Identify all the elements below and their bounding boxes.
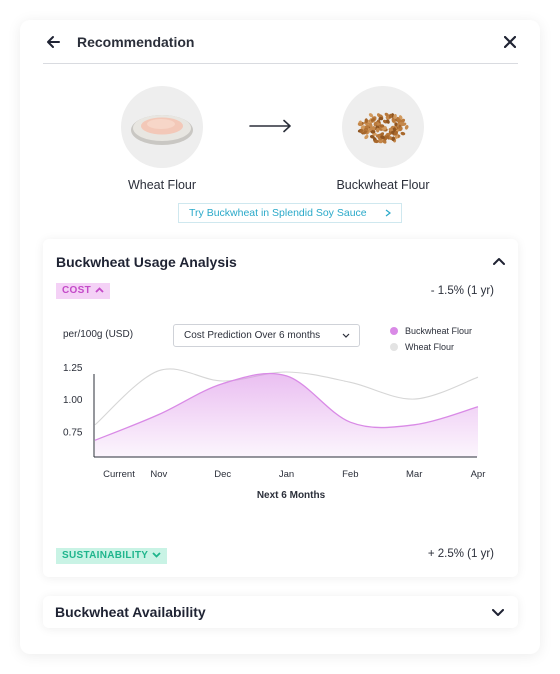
buckwheat-grain xyxy=(386,119,390,124)
buckwheat-grain xyxy=(380,135,385,140)
sustainability-badge-label: SUSTAINABILITY xyxy=(62,550,149,561)
x-tick-label: Nov xyxy=(150,469,167,480)
buckwheat-grain xyxy=(360,125,366,130)
legend-label-wheat: Wheat Flour xyxy=(405,342,455,352)
availability-section[interactable]: Buckwheat Availability xyxy=(43,596,518,628)
usage-analysis-card: Buckwheat Usage Analysis COST - 1.5% (1 … xyxy=(43,239,518,577)
buckwheat-grain xyxy=(400,118,406,123)
chart-unit-label: per/100g (USD) xyxy=(63,329,134,340)
buckwheat-grain xyxy=(375,134,381,138)
series-line-wheat xyxy=(94,368,479,426)
buckwheat-grain xyxy=(368,122,373,128)
buckwheat-grain xyxy=(374,139,379,144)
replace-arrow-icon xyxy=(249,119,291,133)
x-tick-label: Feb xyxy=(342,469,358,480)
chevron-down-icon xyxy=(492,609,504,616)
chevron-up-icon[interactable] xyxy=(493,257,505,265)
legend-dot-buckwheat xyxy=(390,327,398,335)
x-tick-label: Apr xyxy=(471,469,486,480)
buckwheat-grain xyxy=(362,130,368,135)
buckwheat-grain xyxy=(378,139,383,144)
buckwheat-grain xyxy=(391,136,396,142)
buckwheat-grain xyxy=(368,113,374,118)
buckwheat-grain xyxy=(384,112,389,117)
buckwheat-grain xyxy=(378,116,384,121)
chevron-down-icon xyxy=(342,333,350,338)
recommendation-panel: Recommendation Wheat Flour Buckwheat Flo… xyxy=(20,20,540,654)
close-icon[interactable] xyxy=(504,36,516,48)
buckwheat-grain xyxy=(364,125,370,129)
buckwheat-grain xyxy=(364,134,369,140)
sustainability-change-value: + 2.5% (1 yr) xyxy=(427,548,494,560)
series-area-buckwheat xyxy=(95,373,478,457)
buckwheat-grain xyxy=(396,116,401,122)
legend-item-wheat: Wheat Flour xyxy=(390,339,472,355)
x-tick-label: Dec xyxy=(214,469,231,480)
buckwheat-grain xyxy=(375,127,380,133)
legend-label-buckwheat: Buckwheat Flour xyxy=(405,326,473,336)
page-title: Recommendation xyxy=(77,34,195,50)
x-tick-label: Jan xyxy=(279,469,294,480)
chart-legend: Buckwheat Flour Wheat Flour xyxy=(390,323,472,355)
y-tick-label: 1.25 xyxy=(63,363,83,374)
legend-item-buckwheat: Buckwheat Flour xyxy=(390,323,472,339)
buckwheat-grain xyxy=(379,124,385,128)
wheat-flour-label: Wheat Flour xyxy=(127,178,197,192)
cost-change-value: - 1.5% (1 yr) xyxy=(430,285,494,297)
prediction-period-select[interactable]: Cost Prediction Over 6 months xyxy=(173,324,360,347)
wheat-flour-image xyxy=(121,86,203,168)
buckwheat-grain xyxy=(364,118,369,124)
buckwheat-grain xyxy=(369,135,375,139)
buckwheat-grain xyxy=(404,124,409,130)
buckwheat-grain xyxy=(400,131,406,136)
buckwheat-grain xyxy=(373,121,378,127)
buckwheat-grain xyxy=(360,128,364,134)
cost-badge[interactable]: COST xyxy=(56,283,110,299)
chevron-right-icon xyxy=(385,209,391,217)
original-ingredient: Wheat Flour xyxy=(102,86,222,192)
buckwheat-grain xyxy=(370,118,376,122)
cost-badge-label: COST xyxy=(62,285,91,296)
buckwheat-grain xyxy=(382,126,387,131)
try-recipe-link[interactable]: Try Buckwheat in Splendid Soy Sauce xyxy=(178,203,402,223)
buckwheat-grain xyxy=(398,126,403,132)
buckwheat-grain xyxy=(370,130,376,134)
x-axis-title: Next 6 Months xyxy=(257,490,326,501)
buckwheat-flour-label: Buckwheat Flour xyxy=(336,178,430,192)
series-line-buckwheat xyxy=(94,372,479,441)
buckwheat-grain xyxy=(388,127,394,132)
buckwheat-grain xyxy=(391,117,396,123)
cost-prediction-chart: 1.25 1.00 0.75 Current Nov Dec Jan Feb Mar Apr Nex… xyxy=(63,363,486,501)
sustainability-badge[interactable]: SUSTAINABILITY xyxy=(56,548,168,564)
buckwheat-flour-image xyxy=(342,86,424,168)
availability-title: Buckwheat Availability xyxy=(55,604,206,620)
replacement-ingredient: Buckwheat Flour xyxy=(323,86,443,192)
x-tick-label: Current xyxy=(103,469,135,480)
y-tick-label: 0.75 xyxy=(63,427,83,438)
buckwheat-grain xyxy=(401,122,407,126)
panel-header: Recommendation xyxy=(43,20,518,64)
x-tick-label: Mar xyxy=(406,469,422,480)
buckwheat-grain xyxy=(393,131,398,136)
prediction-period-value: Cost Prediction Over 6 months xyxy=(184,330,321,341)
buckwheat-grain xyxy=(382,139,387,144)
chevron-up-icon xyxy=(95,287,104,293)
back-arrow-icon[interactable] xyxy=(45,34,61,50)
buckwheat-grain xyxy=(357,122,363,127)
buckwheat-grain xyxy=(393,114,397,119)
usage-analysis-title: Buckwheat Usage Analysis xyxy=(56,254,237,270)
legend-dot-wheat xyxy=(390,343,398,351)
y-tick-label: 1.00 xyxy=(63,395,83,406)
chevron-down-icon xyxy=(152,552,161,559)
buckwheat-grain xyxy=(388,113,393,119)
buckwheat-grain xyxy=(369,126,374,131)
try-recipe-label: Try Buckwheat in Splendid Soy Sauce xyxy=(189,207,367,219)
